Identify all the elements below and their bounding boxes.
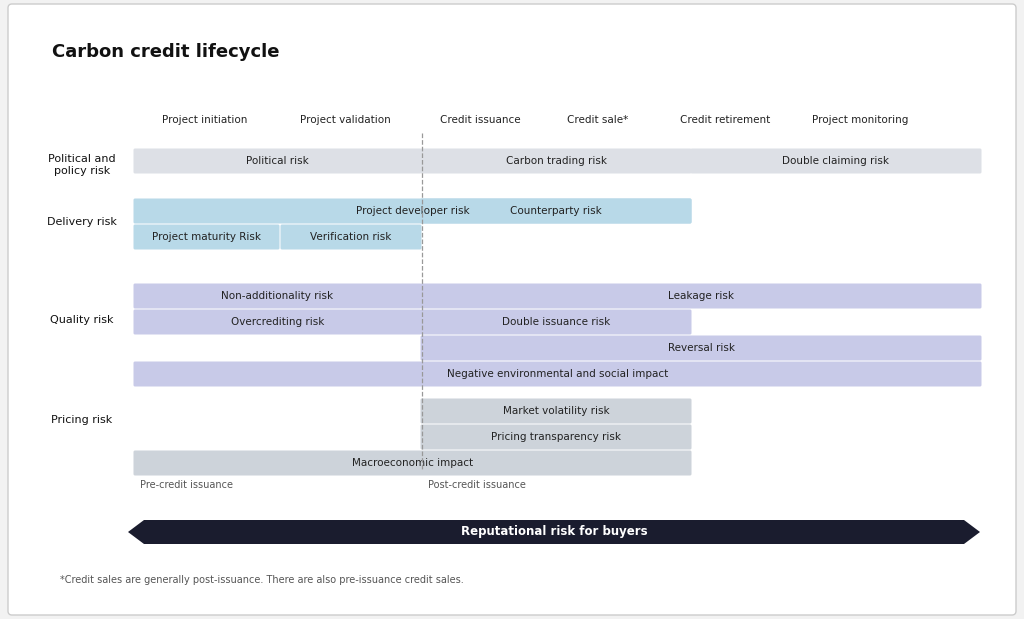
FancyBboxPatch shape <box>133 310 422 334</box>
Text: Verification risk: Verification risk <box>310 232 392 242</box>
Text: Post-credit issuance: Post-credit issuance <box>428 480 526 490</box>
Text: Project developer risk: Project developer risk <box>355 206 469 216</box>
FancyBboxPatch shape <box>133 361 981 386</box>
Text: Project maturity Risk: Project maturity Risk <box>152 232 261 242</box>
FancyBboxPatch shape <box>421 425 691 449</box>
Text: Reputational risk for buyers: Reputational risk for buyers <box>461 526 647 539</box>
Text: Double claiming risk: Double claiming risk <box>782 156 890 166</box>
Text: Credit retirement: Credit retirement <box>680 115 770 125</box>
Text: Macroeconomic impact: Macroeconomic impact <box>352 458 473 468</box>
FancyBboxPatch shape <box>133 199 691 223</box>
FancyBboxPatch shape <box>421 284 981 308</box>
Text: Project initiation: Project initiation <box>163 115 248 125</box>
Text: Delivery risk: Delivery risk <box>47 217 117 227</box>
Text: Quality risk: Quality risk <box>50 315 114 325</box>
Text: Pre-credit issuance: Pre-credit issuance <box>140 480 233 490</box>
Text: Non-additionality risk: Non-additionality risk <box>221 291 334 301</box>
FancyBboxPatch shape <box>133 225 280 249</box>
FancyBboxPatch shape <box>133 451 691 475</box>
Text: Pricing transparency risk: Pricing transparency risk <box>490 432 621 442</box>
Text: Pricing risk: Pricing risk <box>51 415 113 425</box>
Text: Political and
policy risk: Political and policy risk <box>48 154 116 176</box>
Text: Credit sale*: Credit sale* <box>567 115 629 125</box>
FancyBboxPatch shape <box>421 149 691 173</box>
Text: Reversal risk: Reversal risk <box>668 343 734 353</box>
Text: *Credit sales are generally post-issuance. There are also pre-issuance credit sa: *Credit sales are generally post-issuanc… <box>60 575 464 585</box>
Polygon shape <box>128 520 980 544</box>
Text: Credit issuance: Credit issuance <box>439 115 520 125</box>
FancyBboxPatch shape <box>281 225 422 249</box>
Text: Leakage risk: Leakage risk <box>668 291 734 301</box>
Text: Political risk: Political risk <box>246 156 309 166</box>
Text: Market volatility risk: Market volatility risk <box>503 406 609 416</box>
FancyBboxPatch shape <box>8 4 1016 615</box>
Text: Project validation: Project validation <box>300 115 390 125</box>
Text: Counterparty risk: Counterparty risk <box>510 206 602 216</box>
FancyBboxPatch shape <box>421 199 691 223</box>
FancyBboxPatch shape <box>133 149 422 173</box>
Text: Carbon credit lifecycle: Carbon credit lifecycle <box>52 43 280 61</box>
Text: Project monitoring: Project monitoring <box>812 115 908 125</box>
FancyBboxPatch shape <box>690 149 981 173</box>
FancyBboxPatch shape <box>421 310 691 334</box>
Text: Double issuance risk: Double issuance risk <box>502 317 610 327</box>
FancyBboxPatch shape <box>421 335 981 360</box>
FancyBboxPatch shape <box>133 284 422 308</box>
FancyBboxPatch shape <box>421 399 691 423</box>
Text: Negative environmental and social impact: Negative environmental and social impact <box>446 369 668 379</box>
Text: Overcrediting risk: Overcrediting risk <box>230 317 325 327</box>
Text: Carbon trading risk: Carbon trading risk <box>506 156 606 166</box>
